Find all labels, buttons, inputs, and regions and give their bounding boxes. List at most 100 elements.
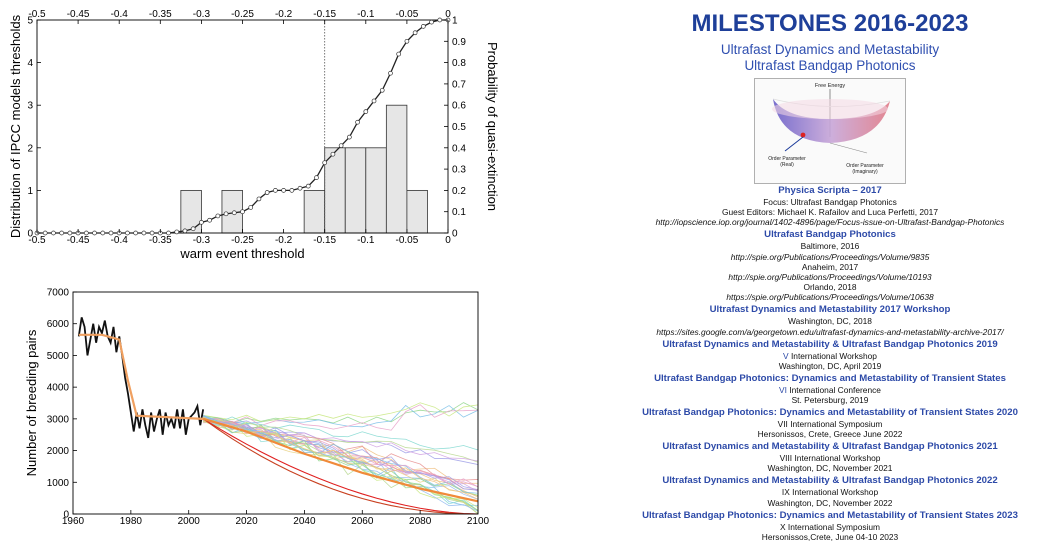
y-tick-label-4: 4000 [47, 383, 70, 394]
x-tick-label-6: -0.2 [275, 235, 293, 246]
x-top-tick-label-10: 0 [445, 9, 451, 20]
curve-point-36 [330, 151, 336, 157]
bar-6 [385, 104, 408, 234]
diagram-left-label-1: Order Parameter [768, 156, 806, 162]
projection-line-6 [203, 416, 479, 451]
y-tick-label-2: 2000 [47, 446, 70, 457]
x-top-tick-label-4: -0.3 [193, 9, 211, 20]
bar-0 [180, 189, 202, 234]
projection-line-25 [203, 415, 479, 494]
x-top-tick-label-9: -0.05 [396, 9, 419, 20]
curve-point-47 [420, 24, 426, 29]
x-tick-label-2: -0.4 [111, 235, 129, 246]
y-tick-label-6: 6000 [47, 319, 70, 330]
curve-point-21 [207, 217, 212, 223]
y-tick-label-7: 7000 [47, 288, 70, 299]
y-tick-label-1: 1 [27, 186, 33, 197]
milestone-line-3[interactable]: http://iopscience.iop.org/journal/1402-4… [655, 217, 1005, 228]
x-tick-label-4: 2040 [293, 516, 316, 525]
y-tick-label-4: 4 [27, 58, 33, 69]
curve-point-32 [297, 185, 303, 191]
x-tick-label-5: 2060 [351, 516, 374, 525]
x-top-tick-label-3: -0.35 [149, 9, 172, 20]
curve-point-11 [125, 230, 130, 236]
milestone-line-22: Hersonissos, Crete, Greece June 2022 [757, 429, 903, 440]
y-tick-label-5: 5 [27, 16, 33, 27]
curve-point-9 [108, 230, 114, 236]
milestones-title: MILESTONES 2016-2023 [691, 10, 969, 37]
x-tick-label-0: 1960 [62, 516, 85, 525]
milestone-line-30: X International Symposium [779, 521, 881, 532]
curve-point-34 [314, 175, 319, 180]
milestones-panel: MILESTONES 2016-2023 Ultrafast Dynamics … [610, 0, 1048, 541]
y-axis-label: Distribution of IPCC models thresholds [8, 14, 23, 238]
curve-point-48 [429, 19, 434, 25]
curve-point-30 [281, 188, 286, 193]
curve-point-8 [100, 230, 106, 236]
milestone-line-26: Ultrafast Dynamics and Metastability & U… [662, 475, 998, 487]
curve-point-4 [67, 230, 73, 236]
projection-line-2 [203, 404, 479, 431]
milestone-line-15: V International Workshop [783, 350, 877, 361]
curve-point-18 [182, 228, 188, 234]
curve-point-24 [231, 210, 237, 216]
milestone-line-17: Ultrafast Bandgap Photonics: Dynamics an… [654, 372, 1006, 384]
curve-point-3 [59, 230, 65, 236]
y-right-tick-label-8: 0.8 [452, 58, 466, 69]
y-right-axis-label: Probability of quasi-extinction [485, 42, 500, 211]
milestone-line-31: Hersonissos,Crete, June 04-10 2023 [761, 531, 899, 542]
milestone-line-6[interactable]: http://spie.org/Publications/Proceedings… [730, 251, 930, 262]
curve-point-28 [264, 190, 270, 195]
milestones-subtitle-1: Ultrafast Dynamics and Metastability [720, 42, 940, 57]
milestone-line-0: Physica Scripta – 2017 [778, 185, 882, 196]
milestone-line-5: Baltimore, 2016 [800, 241, 860, 252]
diagram-right-label-1: Order Parameter [846, 163, 884, 169]
milestone-line-1: Focus: Ultrafast Bandgap Photonics [763, 197, 897, 207]
milestone-line-27: IX International Workshop [781, 487, 879, 498]
curve-point-43 [388, 70, 393, 76]
x-tick-label-3: 2020 [235, 516, 258, 525]
milestone-line-14: Ultrafast Dynamics and Metastability & U… [662, 338, 998, 350]
milestone-line-24: VIII International Workshop [779, 453, 881, 464]
curve-point-14 [149, 230, 155, 236]
projection-line-16 [203, 416, 479, 491]
free-energy-diagram: Free Energy Order Parameter (Real) Order… [754, 78, 906, 184]
threshold-chart: -0.5 -0.5 -0.45 -0.45 -0.4 -0.4 -0.35 -0.35 -0.3… [0, 0, 500, 262]
diagram-right-label-2: (Imaginary) [852, 169, 878, 175]
projection-line-24 [203, 421, 479, 511]
milestone-line-18: VI International Conference [779, 384, 881, 395]
y-right-tick-label-2: 0.2 [452, 186, 466, 197]
y-axis-label: Number of breeding pairs [24, 329, 39, 476]
y-tick-label-5: 5000 [47, 351, 70, 362]
x-tick-label-10: 0 [445, 235, 451, 246]
curve-point-22 [215, 213, 221, 219]
projection-line-15 [203, 420, 479, 514]
milestone-line-13[interactable]: https://sites.google.com/a/georgetown.ed… [656, 326, 1004, 337]
milestone-line-25: Washington, DC, November 2021 [767, 463, 893, 474]
y-right-tick-label-7: 0.7 [452, 79, 466, 90]
y-tick-label-0: 0 [27, 229, 33, 240]
y-right-tick-label-6: 0.6 [452, 101, 466, 112]
curve-point-27 [256, 196, 262, 202]
curve-point-6 [83, 230, 89, 236]
milestone-line-10[interactable]: https://spie.org/Publications/Proceeding… [726, 292, 934, 303]
projection-line-0 [203, 402, 479, 425]
curve-point-49 [437, 17, 443, 23]
curve-point-16 [166, 230, 171, 236]
projection-line-3 [203, 402, 479, 423]
y-right-tick-label-5: 0.5 [452, 122, 466, 133]
red-projection-1 [202, 418, 479, 515]
x-top-tick-label-6: -0.2 [275, 9, 293, 20]
y-right-tick-label-0: 0 [452, 229, 458, 240]
curve-point-12 [133, 230, 138, 236]
milestone-line-16: Washington, DC, April 2019 [778, 360, 882, 371]
milestone-line-28: Washington, DC, November 2022 [767, 497, 893, 508]
milestone-line-8[interactable]: http://spie.org/Publications/Proceedings… [728, 272, 932, 282]
curve-point-17 [174, 229, 180, 235]
bar-5 [365, 147, 387, 234]
diagram-left-label-2: (Real) [780, 162, 794, 168]
y-tick-label-0: 0 [63, 510, 69, 521]
curve-point-31 [289, 188, 295, 193]
x-axis-label: warm event threshold [179, 246, 304, 261]
x-tick-label-8: -0.1 [357, 235, 375, 246]
